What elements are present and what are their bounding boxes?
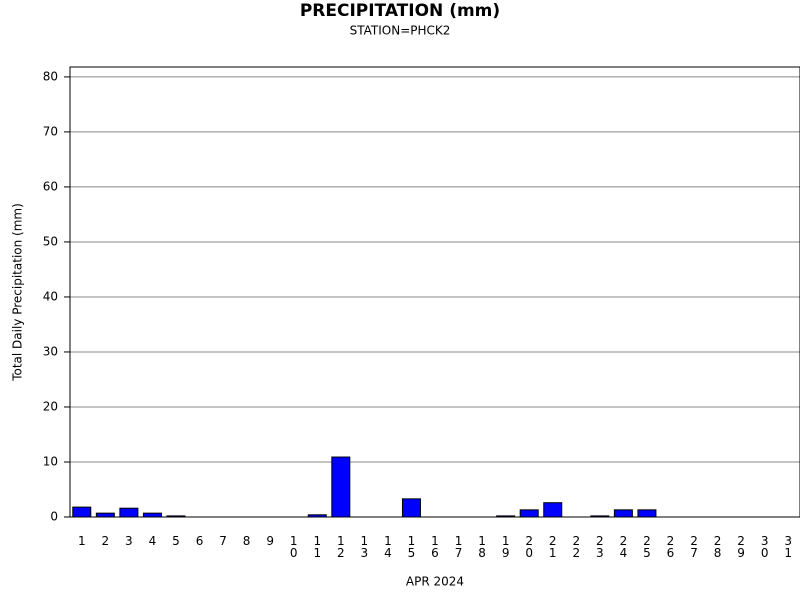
x-tick-label: 6 xyxy=(196,534,204,548)
y-tick-label: 80 xyxy=(43,69,58,83)
x-tick-label: 4 xyxy=(149,534,157,548)
y-tick-label: 30 xyxy=(43,344,58,358)
y-tick-label: 10 xyxy=(43,454,58,468)
x-tick-label: 9 xyxy=(266,534,274,548)
bar xyxy=(331,456,351,518)
bar xyxy=(95,512,115,518)
y-tick-label: 70 xyxy=(43,124,58,138)
y-axis-label: Total Daily Precipitation (mm) xyxy=(11,203,25,382)
x-tick-label: 5 xyxy=(172,534,180,548)
y-tick-label: 20 xyxy=(43,399,58,413)
bar xyxy=(401,498,421,518)
x-tick-label: 8 xyxy=(243,534,251,548)
y-tick-label: 40 xyxy=(43,289,58,303)
bar xyxy=(142,512,162,518)
bar xyxy=(119,507,139,518)
x-tick-label: 2 xyxy=(102,534,110,548)
bar xyxy=(613,509,633,518)
bar xyxy=(72,506,92,518)
x-tick-label: 1 xyxy=(78,534,86,548)
chart-title: PRECIPITATION (mm) xyxy=(300,1,500,21)
bar xyxy=(637,509,657,518)
bar xyxy=(496,515,516,518)
y-tick-label: 50 xyxy=(43,234,58,248)
y-tick-label: 0 xyxy=(50,510,58,524)
bar xyxy=(166,515,186,518)
x-tick-label: 7 xyxy=(219,534,227,548)
bar xyxy=(519,509,539,518)
bar xyxy=(307,514,327,518)
bar xyxy=(543,502,563,518)
x-tick-label: 3 xyxy=(125,534,133,548)
bar xyxy=(590,515,610,518)
y-tick-label: 60 xyxy=(43,179,58,193)
plot-frame xyxy=(69,66,800,518)
chart-subtitle: STATION=PHCK2 xyxy=(350,24,451,38)
x-axis-label: APR 2024 xyxy=(406,575,464,589)
